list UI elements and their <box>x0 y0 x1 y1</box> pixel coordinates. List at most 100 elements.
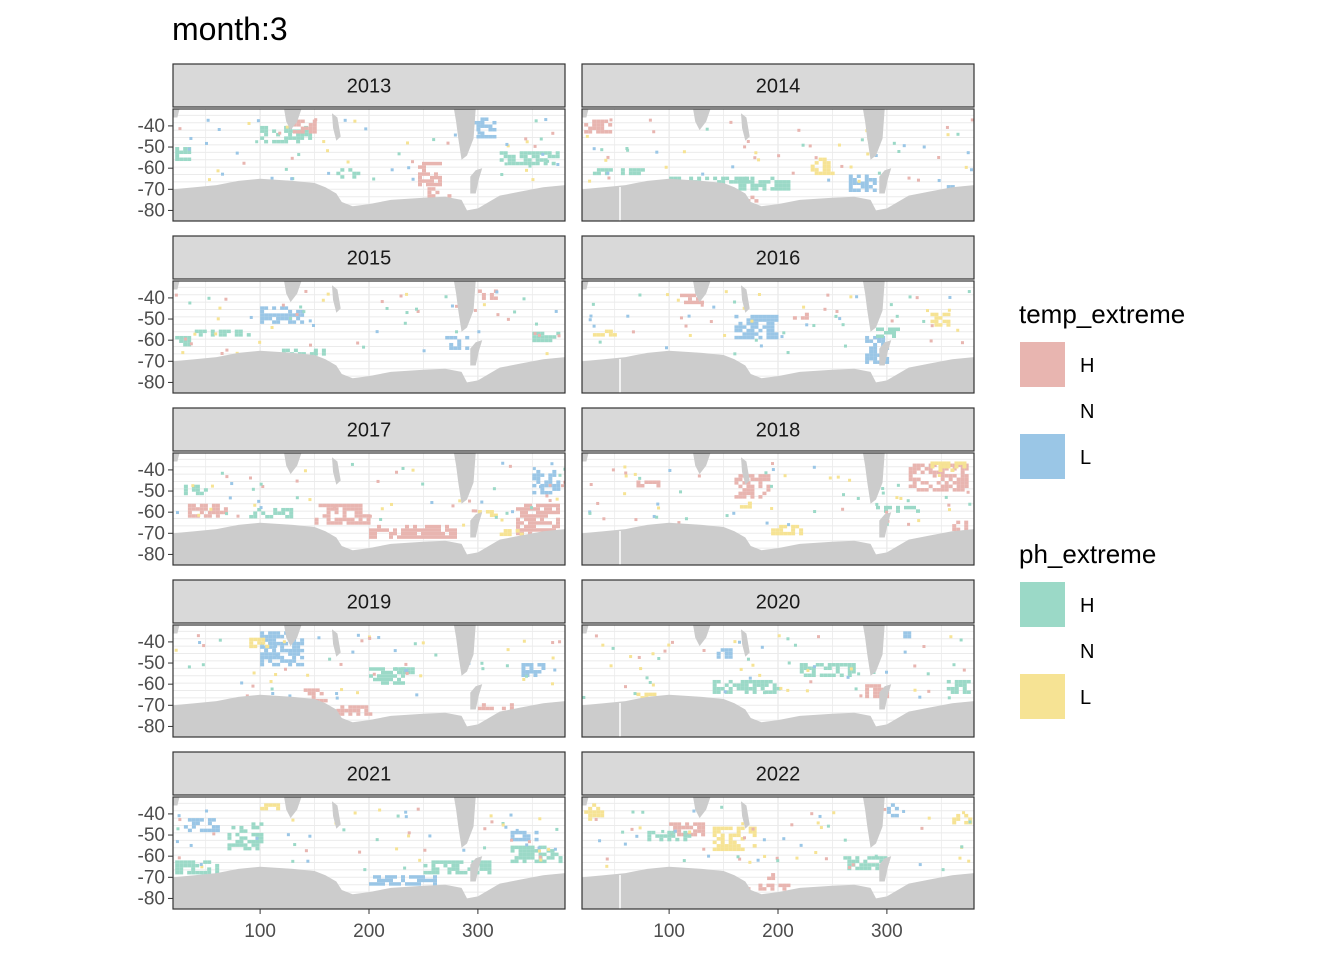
extreme-cell <box>938 316 943 320</box>
extreme-cell <box>199 503 204 508</box>
panel-border <box>172 108 566 222</box>
extreme-cell <box>930 324 934 328</box>
extreme-cell <box>872 188 877 193</box>
extreme-cell <box>712 830 717 834</box>
extreme-cell <box>716 837 721 841</box>
extreme-cell <box>620 168 625 172</box>
extreme-cell <box>873 353 878 357</box>
extreme-cell <box>251 487 255 491</box>
extreme-cell <box>356 708 361 713</box>
extreme-cell <box>535 154 540 159</box>
extreme-cell <box>588 511 592 515</box>
extreme-cell <box>499 158 504 162</box>
extreme-cell <box>967 290 971 294</box>
extreme-cell <box>274 672 278 676</box>
extreme-cell <box>289 514 294 519</box>
extreme-cell <box>869 349 874 354</box>
extreme-cell <box>239 836 244 840</box>
extreme-cell <box>536 510 540 515</box>
extreme-cell <box>369 882 373 886</box>
extreme-cell <box>520 528 524 532</box>
extreme-cell <box>271 692 275 696</box>
extreme-cell <box>535 151 540 155</box>
extreme-cell <box>857 179 861 183</box>
extreme-cell <box>956 520 961 525</box>
extreme-region-tL <box>260 306 305 324</box>
extreme-cell <box>430 179 434 183</box>
extreme-cell <box>415 307 419 311</box>
extreme-cell <box>769 484 773 488</box>
extreme-cell <box>847 859 852 864</box>
extreme-cell <box>797 128 801 132</box>
extreme-cell <box>912 481 917 485</box>
extreme-cell <box>552 524 556 529</box>
extreme-cell <box>966 490 970 494</box>
extreme-cell <box>230 482 234 486</box>
extreme-cell <box>954 686 959 691</box>
extreme-cell <box>668 468 672 472</box>
scatter-cells <box>178 118 560 184</box>
extreme-cell <box>843 838 847 842</box>
extreme-cell <box>881 491 885 495</box>
extreme-cell <box>276 320 281 324</box>
extreme-cell <box>468 499 472 503</box>
extreme-cell <box>435 860 440 864</box>
extreme-cell <box>322 140 326 144</box>
extreme-cell <box>415 693 419 697</box>
australia-land <box>582 625 589 634</box>
extreme-cell <box>354 514 359 518</box>
extreme-cell <box>946 185 951 189</box>
extreme-cell <box>175 157 180 162</box>
extreme-cell <box>529 663 534 667</box>
extreme-cell <box>864 185 869 189</box>
extreme-cell <box>550 849 555 853</box>
extreme-cell <box>439 860 444 864</box>
extreme-cell <box>803 673 808 678</box>
extreme-cell <box>300 655 305 660</box>
extreme-cell <box>908 505 912 510</box>
y-tick-label: -60 <box>138 846 165 867</box>
extreme-cell <box>716 686 721 691</box>
extreme-cell <box>762 691 766 695</box>
extreme-cell <box>724 648 729 652</box>
extreme-cell <box>342 828 346 832</box>
extreme-cell <box>723 690 727 694</box>
extreme-cell <box>330 507 335 511</box>
extreme-cell <box>960 477 965 482</box>
extreme-cell <box>886 810 891 814</box>
extreme-cell <box>645 676 649 680</box>
extreme-cell <box>873 687 878 692</box>
extreme-cell <box>261 485 265 489</box>
extreme-cell <box>174 293 178 297</box>
extreme-cell <box>528 503 532 508</box>
extreme-cell <box>280 641 285 646</box>
extreme-cell <box>526 856 531 860</box>
extreme-cell <box>503 532 508 537</box>
extreme-cell <box>968 820 972 824</box>
extreme-cell <box>733 180 738 184</box>
extreme-cell <box>596 123 601 127</box>
extreme-cell <box>877 171 881 175</box>
extreme-cell <box>284 313 289 317</box>
extreme-cell <box>855 295 859 299</box>
extreme-cell <box>540 338 545 343</box>
extreme-cell <box>525 140 529 144</box>
extreme-cell <box>720 844 725 848</box>
extreme-cell <box>300 662 305 667</box>
extreme-cell <box>413 524 417 529</box>
extreme-cell <box>775 856 779 860</box>
extreme-cell <box>281 303 285 307</box>
extreme-cell <box>427 187 432 191</box>
extreme-cell <box>377 677 381 682</box>
africa-land <box>693 281 711 303</box>
extreme-cell <box>884 505 888 510</box>
extreme-cell <box>752 844 757 848</box>
extreme-cell <box>532 507 536 511</box>
extreme-cell <box>538 852 543 857</box>
extreme-cell <box>261 511 266 515</box>
extreme-cell <box>281 348 286 353</box>
extreme-cell <box>634 518 638 522</box>
extreme-cell <box>600 126 605 131</box>
extreme-cell <box>531 154 536 159</box>
antarctic-peninsula-land <box>470 168 483 194</box>
